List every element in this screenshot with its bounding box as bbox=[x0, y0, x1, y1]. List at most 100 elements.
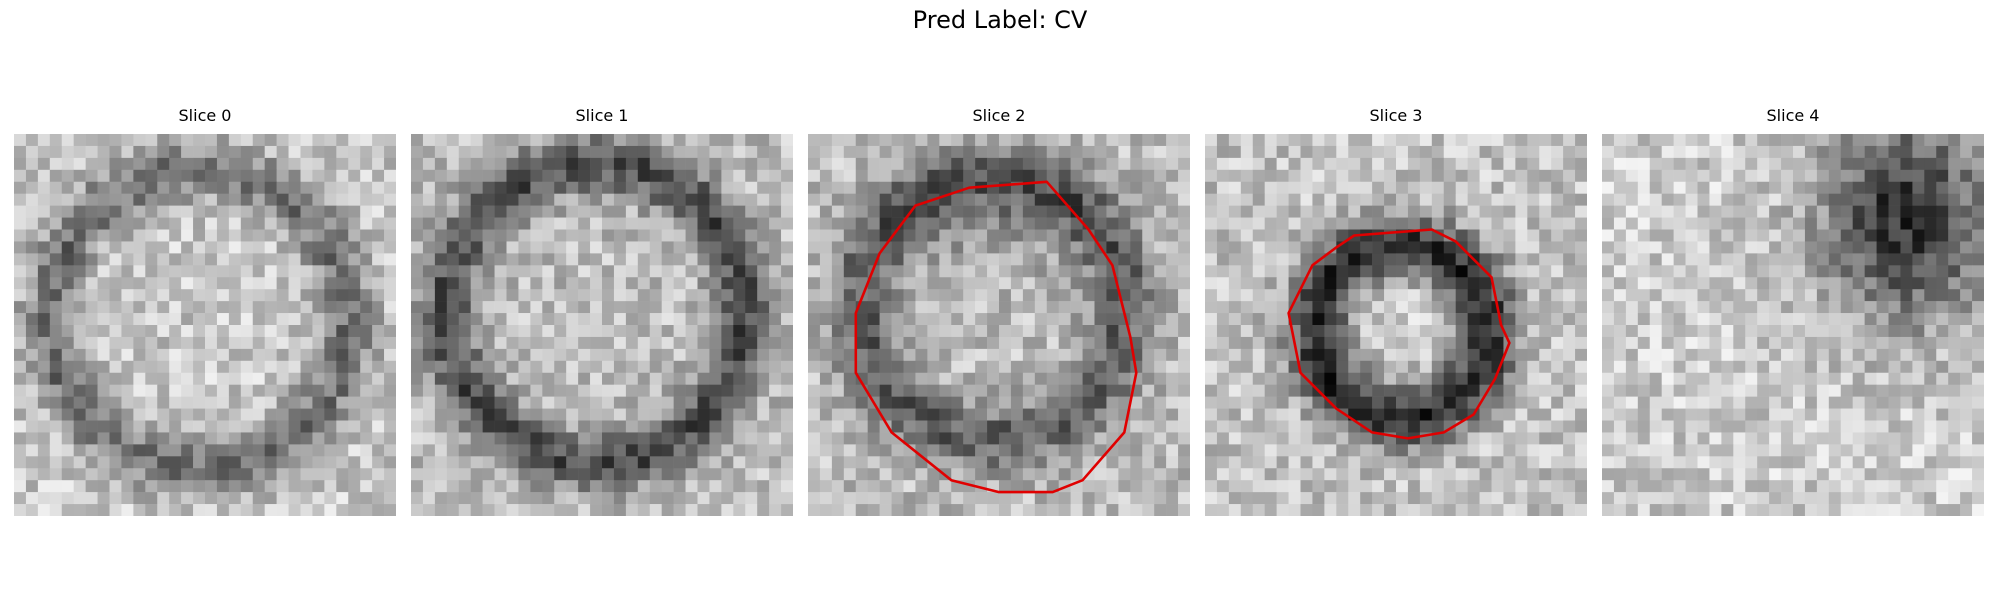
pixel bbox=[1539, 444, 1552, 457]
pixel bbox=[999, 456, 1012, 469]
pixel bbox=[1745, 157, 1758, 171]
pixel bbox=[252, 396, 265, 409]
pixel bbox=[1503, 396, 1516, 409]
pixel bbox=[1649, 301, 1662, 314]
pixel bbox=[1685, 205, 1698, 218]
pixel bbox=[324, 277, 337, 290]
pixel bbox=[1419, 396, 1433, 409]
pixel bbox=[1288, 277, 1301, 290]
pixel bbox=[97, 169, 110, 183]
pixel bbox=[1757, 205, 1770, 218]
pixel bbox=[470, 289, 483, 302]
pixel bbox=[843, 432, 857, 445]
pixel bbox=[193, 289, 206, 302]
pixel bbox=[975, 396, 988, 409]
pixel bbox=[518, 372, 531, 385]
pixel bbox=[879, 480, 892, 493]
pixel bbox=[276, 348, 289, 362]
pixel bbox=[1443, 193, 1456, 206]
pixel bbox=[637, 145, 651, 159]
pixel bbox=[1264, 289, 1277, 302]
pixel bbox=[1637, 253, 1651, 266]
pixel bbox=[240, 157, 254, 171]
pixel bbox=[169, 420, 182, 433]
pixel bbox=[133, 456, 146, 469]
pixel bbox=[590, 229, 603, 242]
pixel bbox=[903, 313, 916, 326]
pixel bbox=[602, 229, 615, 242]
pixel bbox=[61, 492, 74, 505]
pixel bbox=[348, 289, 361, 302]
pixel bbox=[1816, 169, 1830, 183]
pixel bbox=[1840, 265, 1853, 278]
pixel bbox=[554, 205, 567, 218]
pixel bbox=[482, 241, 495, 254]
pixel bbox=[85, 468, 98, 481]
pixel bbox=[1960, 396, 1973, 409]
pixel bbox=[446, 492, 460, 505]
pixel bbox=[1697, 265, 1710, 278]
pixel bbox=[1551, 336, 1564, 350]
pixel bbox=[518, 468, 531, 481]
pixel bbox=[1360, 217, 1373, 230]
pixel bbox=[530, 348, 543, 362]
pixel bbox=[1491, 265, 1504, 278]
pixel bbox=[384, 408, 396, 421]
pixel bbox=[1888, 181, 1901, 194]
pixel bbox=[613, 468, 627, 481]
pixel bbox=[1769, 289, 1782, 302]
pixel bbox=[97, 157, 110, 171]
pixel bbox=[169, 241, 182, 254]
pixel bbox=[1697, 432, 1710, 445]
pixel bbox=[1324, 134, 1337, 147]
pixel bbox=[1721, 157, 1734, 171]
pixel bbox=[1348, 396, 1361, 409]
pixel bbox=[831, 504, 845, 516]
pixel bbox=[1276, 241, 1289, 254]
pixel bbox=[1960, 348, 1973, 362]
pixel bbox=[769, 408, 782, 421]
pixel bbox=[181, 384, 194, 397]
pixel bbox=[745, 193, 758, 206]
pixel bbox=[181, 408, 194, 421]
pixel bbox=[685, 348, 698, 362]
pixel bbox=[999, 134, 1012, 147]
pixel bbox=[518, 169, 531, 183]
pixel bbox=[446, 241, 460, 254]
pixel bbox=[1178, 313, 1190, 326]
pixel bbox=[1563, 301, 1576, 314]
pixel bbox=[891, 456, 904, 469]
pixel bbox=[482, 313, 495, 326]
pixel bbox=[169, 205, 182, 218]
pixel bbox=[1070, 372, 1083, 385]
pixel bbox=[1106, 468, 1119, 481]
pixel bbox=[97, 360, 110, 374]
pixel bbox=[1205, 217, 1218, 230]
pixel bbox=[1467, 480, 1480, 493]
pixel bbox=[216, 504, 230, 516]
pixel bbox=[372, 193, 385, 206]
pixel bbox=[625, 313, 639, 326]
pixel bbox=[372, 480, 385, 493]
pixel bbox=[721, 372, 734, 385]
pixel bbox=[228, 325, 242, 338]
pixel bbox=[73, 217, 86, 230]
pixel bbox=[1709, 420, 1722, 433]
pixel bbox=[843, 313, 857, 326]
pixel bbox=[506, 372, 519, 385]
pixel bbox=[745, 265, 758, 278]
pixel bbox=[1527, 169, 1540, 183]
pixel bbox=[193, 408, 206, 421]
pixel bbox=[1960, 253, 1973, 266]
pixel bbox=[721, 456, 734, 469]
pixel bbox=[987, 456, 1000, 469]
pixel bbox=[1769, 348, 1782, 362]
pixel bbox=[446, 277, 460, 290]
pixel bbox=[1058, 372, 1071, 385]
pixel bbox=[891, 480, 904, 493]
pixel bbox=[1034, 360, 1048, 374]
pixel bbox=[1828, 145, 1842, 159]
pixel bbox=[518, 289, 531, 302]
pixel bbox=[1228, 408, 1242, 421]
pixel bbox=[1515, 157, 1528, 171]
